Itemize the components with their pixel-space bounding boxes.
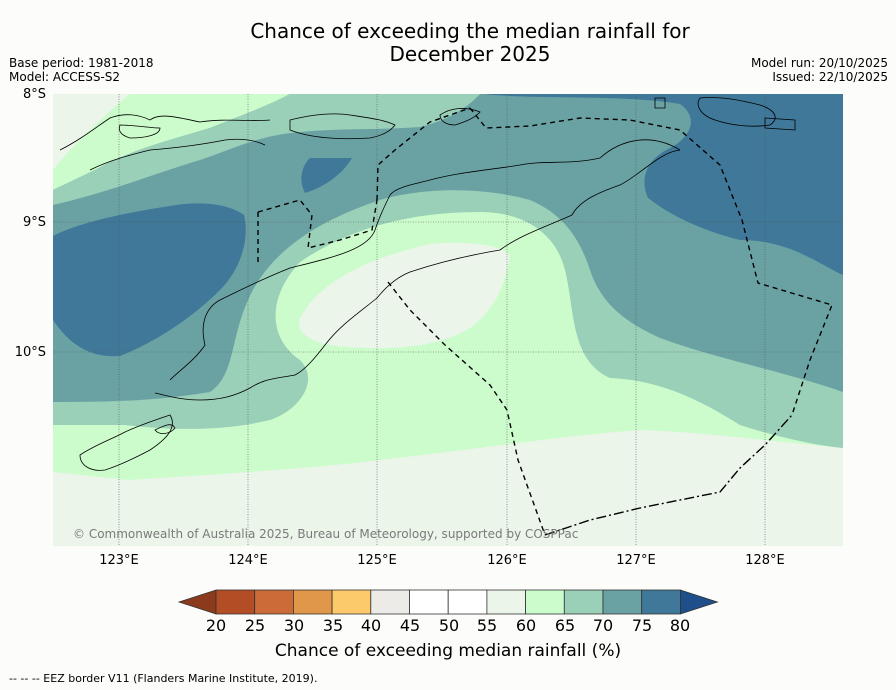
- cbar-tick-70: 70: [592, 616, 614, 635]
- zone-nw-light: [53, 94, 290, 190]
- lon-label-127e: 127°E: [616, 553, 656, 568]
- cbar-cell-20-25: [215, 589, 256, 615]
- cbar-cell-45-50: [409, 589, 449, 615]
- colorbar: [177, 589, 719, 615]
- title-line-2: December 2025: [389, 42, 551, 66]
- zone-75-80-north: [301, 158, 352, 193]
- eez-borders: [257, 107, 833, 536]
- cbar-cell-30-35: [292, 589, 333, 615]
- coast-sumba: [79, 414, 173, 471]
- zone-70-75: [53, 94, 843, 402]
- copyright-notice: © Commonwealth of Australia 2025, Bureau…: [73, 527, 579, 541]
- meta-right: Model run: 20/10/2025 Issued: 22/10/2025: [751, 56, 888, 84]
- cbar-tick-40: 40: [360, 616, 382, 635]
- graticule: [53, 94, 843, 546]
- lat-label-8s: 8°S: [22, 87, 46, 102]
- cbar-cell-35-40: [331, 589, 372, 615]
- cbar-tick-35: 35: [322, 616, 344, 635]
- cbar-tick-80: 80: [669, 616, 691, 635]
- lat-label-10s: 10°S: [14, 345, 46, 360]
- coast-island-3: [118, 124, 161, 139]
- model-run: Model run: 20/10/2025: [750, 56, 888, 70]
- colorbar-label: Chance of exceeding median rainfall (%): [274, 641, 622, 661]
- cbar-cell-25-30: [254, 589, 294, 615]
- lon-label-125e: 125°E: [357, 553, 397, 568]
- coast-island-1: [59, 114, 271, 151]
- coast-timor-north: [169, 139, 681, 381]
- title-line-1: Chance of exceeding the median rainfall …: [250, 19, 690, 43]
- zone-75-80-west: [53, 203, 246, 357]
- chart-title: Chance of exceeding the median rainfall …: [0, 20, 896, 66]
- model-name: Model: ACCESS-S2: [9, 70, 121, 84]
- cbar-tick-55: 55: [476, 616, 498, 635]
- cbar-tick-30: 30: [283, 616, 305, 635]
- cbar-tick-25: 25: [244, 616, 266, 635]
- coast-north-islands: [289, 113, 396, 140]
- zone-75-80-east: [484, 94, 843, 275]
- lon-label-126e: 126°E: [487, 553, 527, 568]
- cbar-cell-60-65: [525, 589, 565, 615]
- lon-label-124e: 124°E: [228, 553, 268, 568]
- cbar-tick-50: 50: [438, 616, 460, 635]
- coastlines: [59, 97, 796, 471]
- lon-label-123e: 123°E: [99, 553, 139, 568]
- cbar-cell-55-60: [486, 589, 526, 615]
- zone-north-band: [53, 94, 480, 205]
- coast-island-2: [89, 138, 266, 171]
- lat-label-9s: 9°S: [22, 215, 46, 230]
- cbar-extend-low: [177, 589, 217, 615]
- coast-northeast: [654, 97, 796, 131]
- cbar-tick-75: 75: [631, 616, 653, 635]
- cbar-cell-50-55: [447, 589, 488, 615]
- zone-inner-55-60: [299, 242, 510, 349]
- cbar-tick-45: 45: [399, 616, 421, 635]
- lon-label-128e: 128°E: [745, 553, 785, 568]
- base-period: Base period: 1981-2018: [9, 56, 154, 70]
- cbar-tick-20: 20: [205, 616, 227, 635]
- coast-timor: [154, 149, 681, 401]
- cbar-tick-65: 65: [554, 616, 576, 635]
- cbar-cell-40-45: [370, 589, 410, 615]
- cbar-tick-60: 60: [515, 616, 537, 635]
- cbar-cell-75-80: [641, 589, 681, 615]
- issued-date: Issued: 22/10/2025: [772, 70, 888, 84]
- cbar-extend-high: [680, 589, 719, 615]
- zone-nw-pale: [53, 94, 130, 170]
- cbar-cell-65-70: [563, 589, 604, 615]
- cbar-cell-70-75: [602, 589, 643, 615]
- rainfall-map: [53, 94, 843, 546]
- coast-wetar: [439, 108, 481, 126]
- coast-rote: [154, 424, 176, 434]
- meta-left: Base period: 1981-2018 Model: ACCESS-S2: [9, 56, 154, 84]
- eez-footnote: -- -- -- EEZ border V11 (Flanders Marine…: [9, 672, 318, 685]
